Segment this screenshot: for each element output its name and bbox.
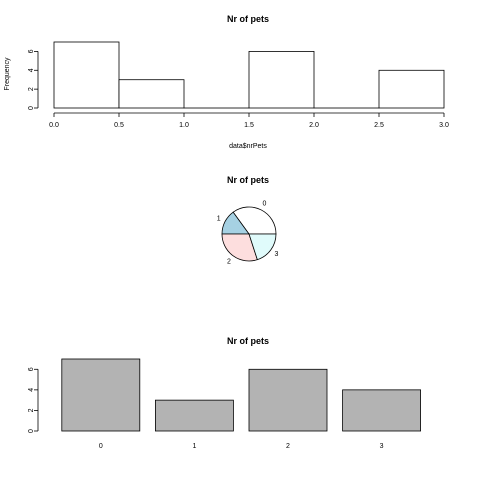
histogram-y-label: Frequency: [4, 57, 11, 91]
bar-category-label: 2: [286, 443, 290, 450]
pie-slice: [232, 206, 277, 235]
histogram-y-tick-label: 0: [28, 106, 35, 110]
histogram-bar: [118, 79, 185, 109]
bar-y-tick-label: 0: [28, 429, 35, 433]
bar: [154, 399, 234, 432]
histogram-bar: [248, 51, 315, 109]
pie-slice: [248, 233, 277, 261]
bar: [342, 389, 422, 432]
histogram-x-tick-label: 2.0: [309, 122, 319, 129]
pie-slice-label: 1: [217, 215, 221, 222]
histogram-x-tick-label: 1.0: [179, 122, 189, 129]
histogram-x-tick-label: 0.5: [114, 122, 124, 129]
bar-chart: Nr of pets 0 1 2 3 0 2 4 6: [28, 336, 422, 450]
histogram-x-tick-label: 3.0: [439, 122, 449, 129]
histogram-chart: Nr of pets data$nrPets Frequency 0.0 0.5 1…: [4, 14, 449, 150]
bar-category-label: 1: [192, 443, 196, 450]
bar-title: Nr of pets: [227, 336, 269, 346]
pie-slice-label: 2: [227, 258, 231, 265]
pie-chart: Nr of pets 0 1 2 3: [217, 175, 279, 265]
bar-y-tick-label: 6: [28, 367, 35, 371]
pie-title: Nr of pets: [227, 175, 269, 185]
histogram-y-tick-label: 6: [28, 49, 35, 53]
histogram-x-tick-label: 2.5: [374, 122, 384, 129]
histogram-y-tick-label: 2: [28, 87, 35, 91]
pie-slice: [221, 233, 258, 262]
histogram-bar: [53, 41, 120, 109]
pie-slice-label: 0: [262, 201, 266, 208]
histogram-title: Nr of pets: [227, 14, 269, 24]
bar: [61, 358, 141, 432]
histogram-x-tick-label: 1.5: [244, 122, 254, 129]
histogram-x-label: data$nrPets: [229, 143, 267, 150]
histogram-x-tick-label: 0.0: [49, 122, 59, 129]
bar-y-tick-label: 2: [28, 408, 35, 412]
bar: [248, 368, 328, 432]
pie-slice-label: 3: [275, 251, 279, 258]
bar-y-tick-label: 4: [28, 388, 35, 392]
histogram-bar: [378, 69, 445, 109]
histogram-y-tick-label: 4: [28, 68, 35, 72]
bar-category-label: 3: [380, 443, 384, 450]
bar-category-label: 0: [99, 443, 103, 450]
